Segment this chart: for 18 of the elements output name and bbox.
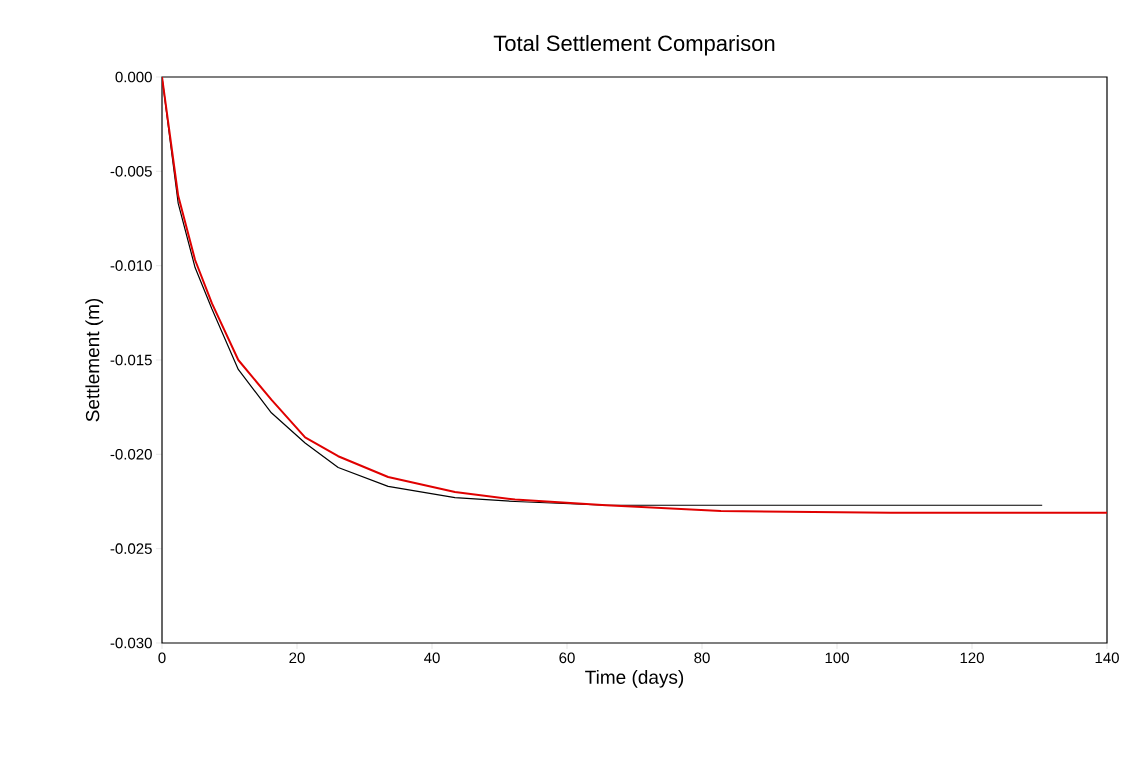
y-tick-label: -0.025 xyxy=(110,543,152,554)
y-tick-label: 0.000 xyxy=(115,71,152,83)
x-tick-label: 140 xyxy=(1095,652,1119,664)
x-tick-label: 20 xyxy=(289,652,305,664)
x-tick-label: 0 xyxy=(158,652,166,664)
y-tick-label: -0.010 xyxy=(110,260,152,271)
x-axis-title: Time (days) xyxy=(585,670,684,688)
y-tick-label: -0.015 xyxy=(110,354,152,366)
y-tick-label: -0.030 xyxy=(110,637,152,649)
chart-title: Total Settlement Comparison xyxy=(493,34,775,56)
x-tick-label: 40 xyxy=(424,652,440,664)
x-tick-label: 80 xyxy=(694,652,710,664)
x-tick-label: 100 xyxy=(825,652,849,664)
y-tick-label: -0.005 xyxy=(110,166,152,177)
x-tick-label: 60 xyxy=(559,652,575,664)
y-tick-label: -0.020 xyxy=(110,449,152,460)
y-axis-title: Settlement (m) xyxy=(85,298,104,422)
x-tick-label: 120 xyxy=(960,652,984,664)
